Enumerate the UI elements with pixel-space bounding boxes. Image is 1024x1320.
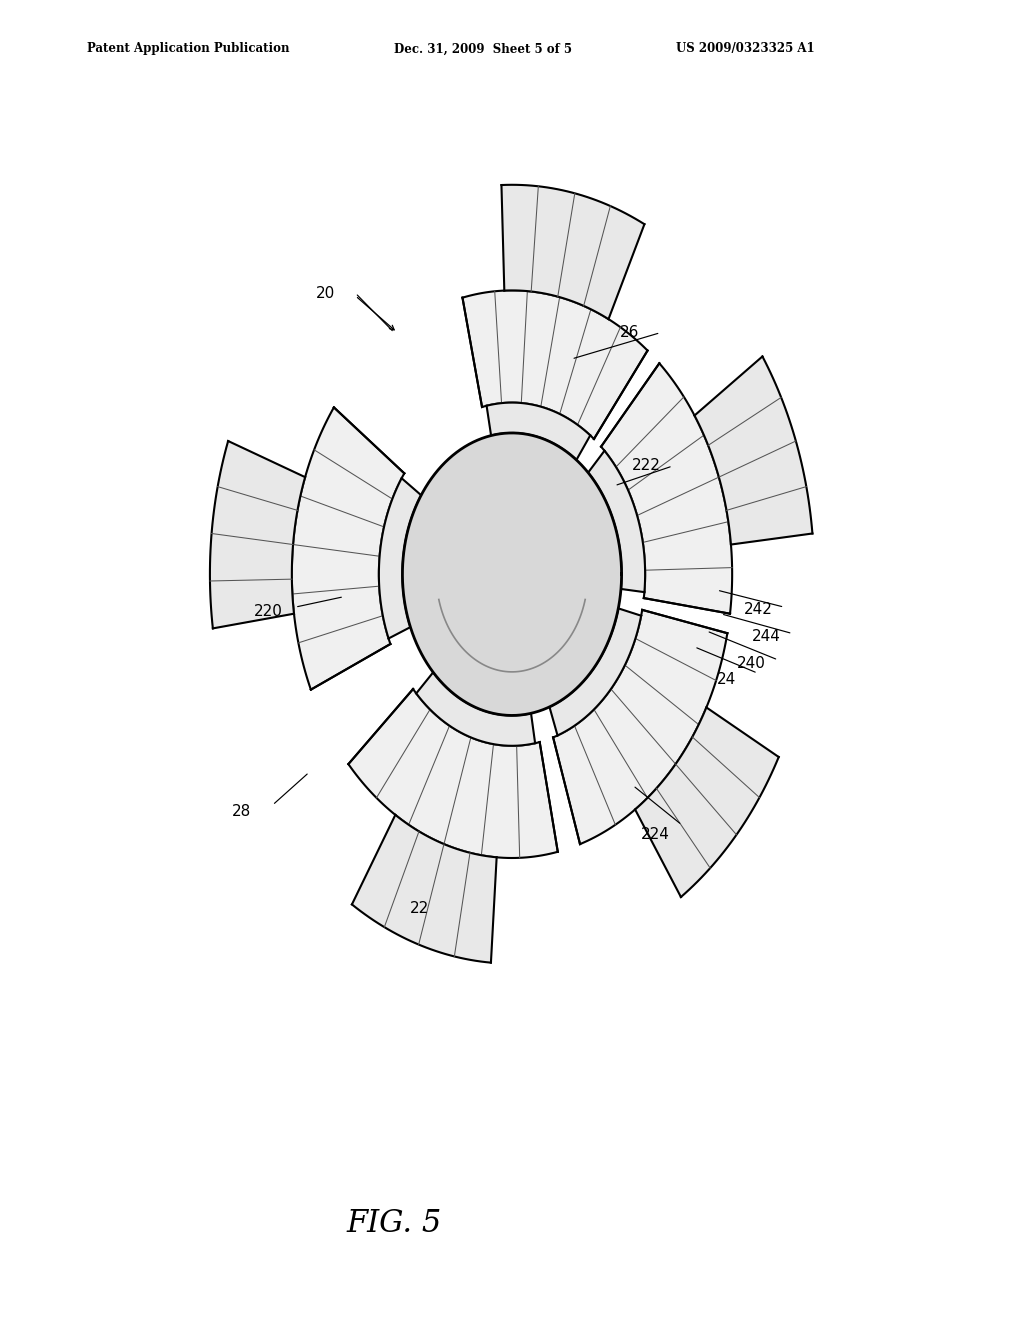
Polygon shape — [416, 672, 536, 746]
Text: US 2009/0323325 A1: US 2009/0323325 A1 — [676, 42, 814, 55]
Polygon shape — [588, 450, 645, 593]
Text: FIG. 5: FIG. 5 — [346, 1208, 442, 1239]
Text: 224: 224 — [641, 826, 670, 842]
Text: 24: 24 — [717, 672, 736, 688]
Polygon shape — [352, 814, 497, 962]
Polygon shape — [553, 610, 727, 843]
Polygon shape — [379, 478, 421, 639]
Polygon shape — [601, 363, 732, 614]
Polygon shape — [486, 403, 590, 459]
Text: 222: 222 — [632, 458, 660, 474]
Text: 26: 26 — [620, 325, 639, 341]
Text: 28: 28 — [231, 804, 251, 820]
Polygon shape — [463, 290, 647, 440]
Polygon shape — [550, 609, 641, 735]
Polygon shape — [635, 708, 778, 898]
Polygon shape — [502, 185, 644, 319]
Polygon shape — [348, 689, 558, 858]
Text: Dec. 31, 2009  Sheet 5 of 5: Dec. 31, 2009 Sheet 5 of 5 — [394, 42, 572, 55]
Polygon shape — [210, 441, 305, 628]
Text: 240: 240 — [737, 656, 766, 672]
Text: 20: 20 — [315, 285, 335, 301]
Text: 220: 220 — [254, 603, 283, 619]
Polygon shape — [402, 433, 622, 715]
Text: Patent Application Publication: Patent Application Publication — [87, 42, 290, 55]
Text: 242: 242 — [743, 602, 772, 618]
Polygon shape — [292, 408, 404, 689]
Text: 244: 244 — [752, 628, 780, 644]
Text: 22: 22 — [410, 900, 429, 916]
Polygon shape — [694, 356, 812, 545]
